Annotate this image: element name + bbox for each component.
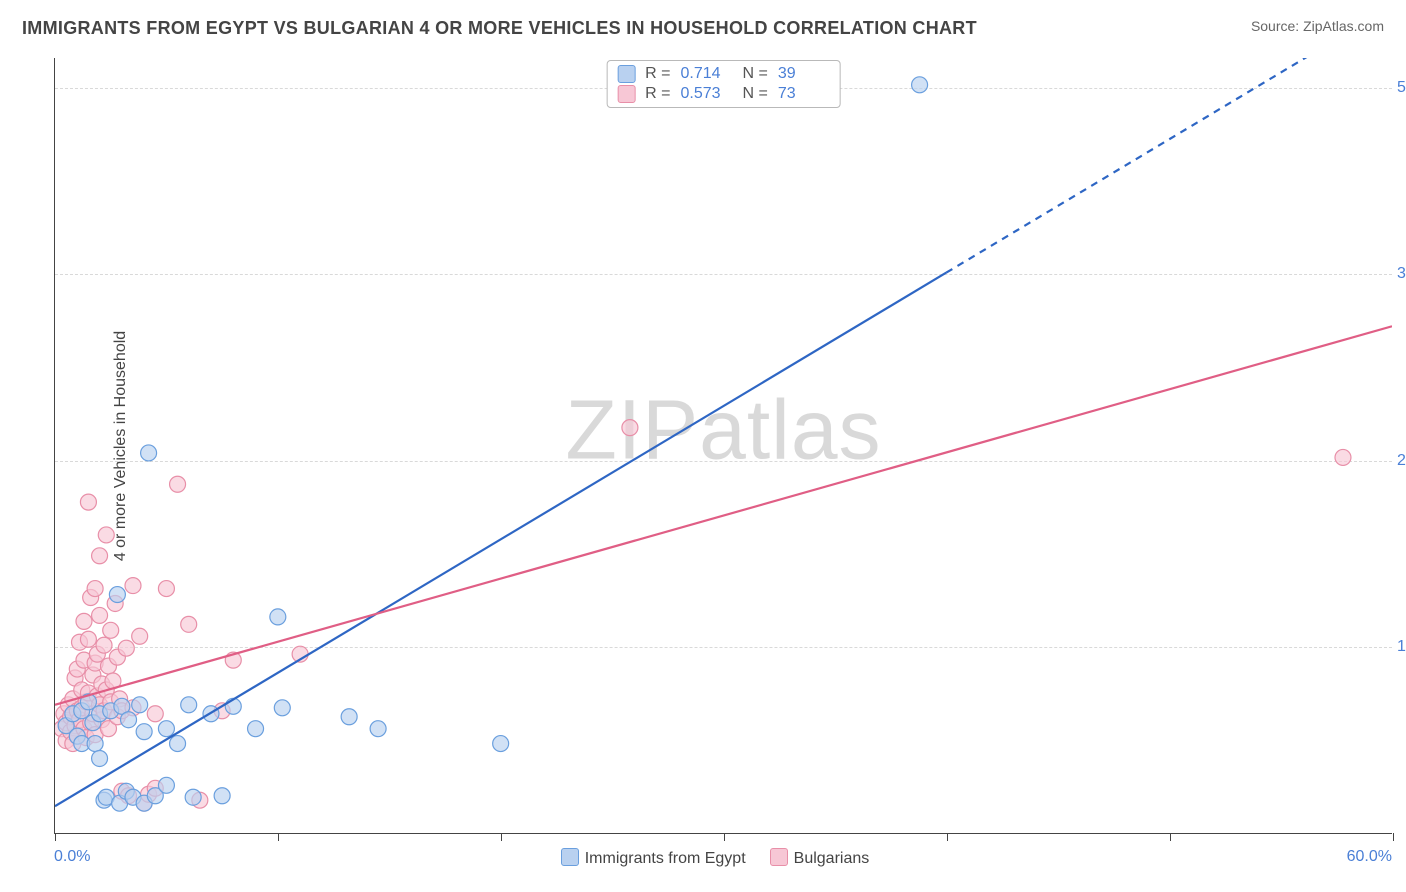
legend-swatch <box>617 85 635 103</box>
x-tick <box>947 833 948 841</box>
y-tick-label: 12.5% <box>1397 638 1406 656</box>
legend-r-value: 0.714 <box>681 65 733 83</box>
x-tick <box>724 833 725 841</box>
data-point <box>158 721 174 737</box>
legend-row: R = 0.714 N = 39 <box>617 64 830 84</box>
legend-r-label: R = <box>645 65 670 83</box>
source-link[interactable]: ZipAtlas.com <box>1303 18 1384 34</box>
legend-n-value: 73 <box>778 85 830 103</box>
scatter-svg <box>55 58 1392 833</box>
regression-line-extrapolated <box>946 58 1347 273</box>
regression-line <box>55 273 946 807</box>
data-point <box>270 609 286 625</box>
data-point <box>181 697 197 713</box>
data-point <box>185 789 201 805</box>
source-prefix: Source: <box>1251 18 1303 34</box>
legend-r-value: 0.573 <box>681 85 733 103</box>
data-point <box>181 616 197 632</box>
data-point <box>170 476 186 492</box>
data-point <box>103 622 119 638</box>
legend-n-label: N = <box>743 65 768 83</box>
x-tick <box>501 833 502 841</box>
data-point <box>92 607 108 623</box>
x-tick <box>1393 833 1394 841</box>
data-point <box>132 697 148 713</box>
x-tick <box>1170 833 1171 841</box>
legend-swatch <box>617 65 635 83</box>
series-legend: Immigrants from Egypt Bulgarians <box>0 848 1406 868</box>
legend-r-label: R = <box>645 85 670 103</box>
data-point <box>214 788 230 804</box>
data-point <box>274 700 290 716</box>
legend-series-name: Immigrants from Egypt <box>585 850 746 867</box>
data-point <box>118 640 134 656</box>
x-tick <box>278 833 279 841</box>
data-point <box>370 721 386 737</box>
data-point <box>136 724 152 740</box>
data-point <box>96 637 112 653</box>
x-tick <box>55 833 56 841</box>
data-point <box>87 581 103 597</box>
legend-swatch <box>561 848 579 866</box>
data-point <box>141 445 157 461</box>
y-tick-label: 25.0% <box>1397 452 1406 470</box>
legend-n-value: 39 <box>778 65 830 83</box>
chart-plot-area: ZIPatlas R =0.714N =39R =0.573N =73 12.5… <box>54 58 1392 834</box>
data-point <box>341 709 357 725</box>
legend-swatch <box>770 848 788 866</box>
regression-line <box>55 326 1392 705</box>
data-point <box>147 706 163 722</box>
data-point <box>92 548 108 564</box>
data-point <box>622 420 638 436</box>
data-point <box>170 736 186 752</box>
data-point <box>80 631 96 647</box>
data-point <box>92 750 108 766</box>
legend-n-label: N = <box>743 85 768 103</box>
data-point <box>132 628 148 644</box>
y-tick-label: 37.5% <box>1397 265 1406 283</box>
data-point <box>158 581 174 597</box>
data-point <box>87 736 103 752</box>
data-point <box>76 613 92 629</box>
data-point <box>80 494 96 510</box>
source-label: Source: ZipAtlas.com <box>1251 18 1384 34</box>
data-point <box>109 587 125 603</box>
chart-title: IMMIGRANTS FROM EGYPT VS BULGARIAN 4 OR … <box>22 18 977 39</box>
data-point <box>912 77 928 93</box>
data-point <box>1335 449 1351 465</box>
data-point <box>121 712 137 728</box>
data-point <box>125 578 141 594</box>
legend-row: R = 0.573 N = 73 <box>617 84 830 104</box>
legend-series-name: Bulgarians <box>794 850 870 867</box>
data-point <box>248 721 264 737</box>
correlation-legend: R = 0.714 N = 39 R = 0.573 N = 73 <box>606 60 841 108</box>
data-point <box>493 736 509 752</box>
y-tick-label: 50.0% <box>1397 79 1406 97</box>
data-point <box>98 527 114 543</box>
data-point <box>158 777 174 793</box>
